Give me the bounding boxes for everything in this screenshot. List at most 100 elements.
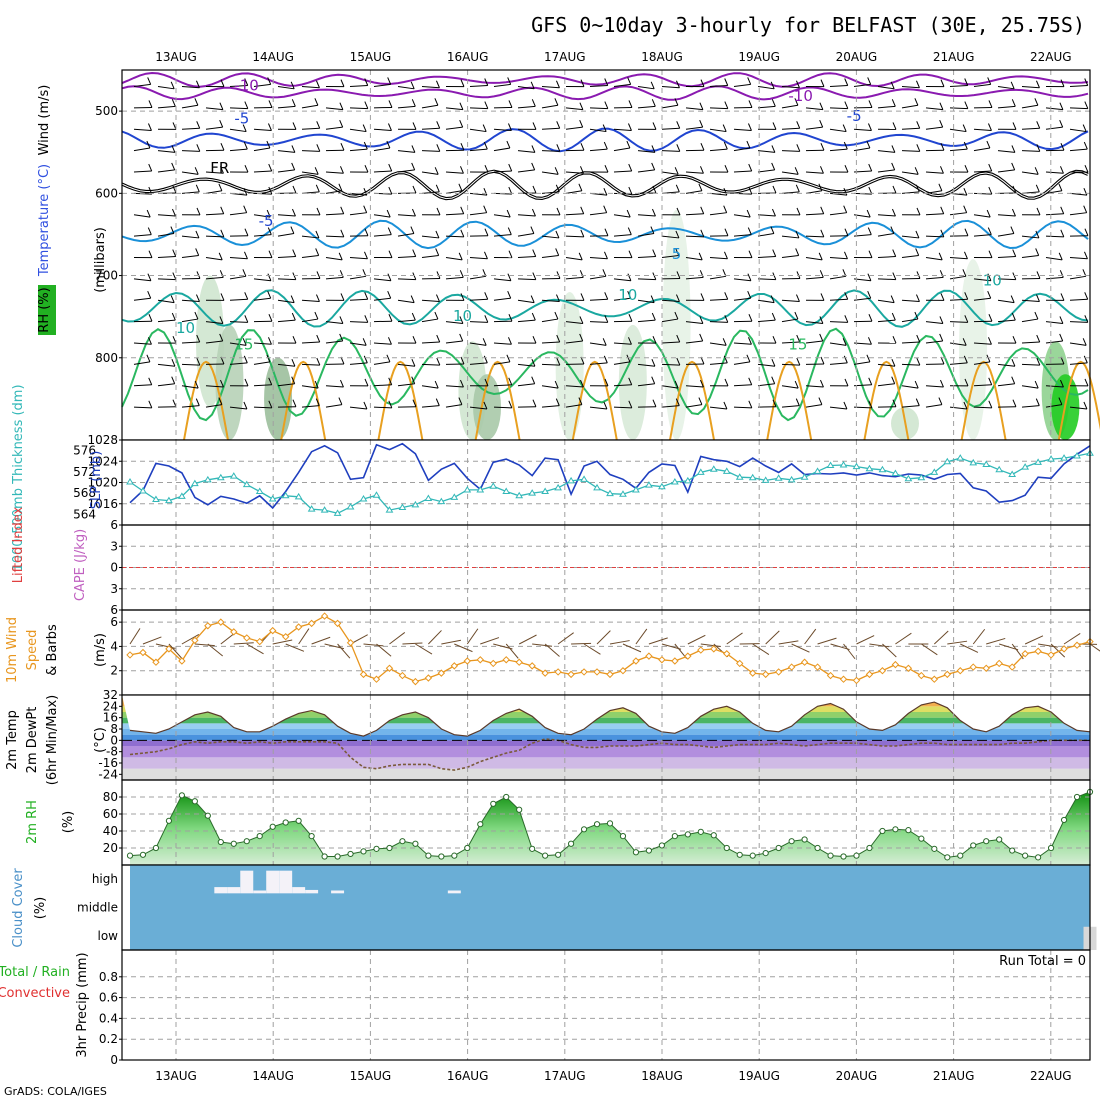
rh2m-point (723, 844, 730, 852)
wind-barb-flag (820, 379, 824, 388)
wind-barb-flag (675, 398, 680, 406)
wind-barb-flag (291, 99, 296, 107)
wind-barb-flag (1036, 80, 1040, 88)
wind-barb (277, 299, 295, 304)
wind-barb (301, 85, 320, 89)
wind-barb-flag (268, 186, 273, 195)
wind-barb-flag (890, 81, 895, 90)
wind-barb-flag (1011, 376, 1016, 384)
wind-barb (685, 190, 702, 194)
wind-barb-flag (218, 252, 223, 261)
wind-barb (997, 319, 1016, 323)
wind-barb-flag (410, 295, 415, 303)
wind-barb-flag (292, 122, 297, 130)
wind-barb (565, 385, 584, 388)
wind-barb (925, 256, 943, 261)
wind-barb (997, 256, 1016, 258)
wind-barb (853, 361, 870, 365)
rh2m-point (178, 792, 185, 799)
wind-barb (133, 147, 150, 152)
wind10m-barb (415, 643, 433, 655)
wind-barb-flag (627, 227, 632, 235)
wind-barb-flag (772, 122, 777, 130)
wind-barb-flag (868, 314, 873, 322)
wind-barb-flag (700, 206, 705, 214)
wind-barb-flag (580, 229, 585, 238)
wind-barb-flag (580, 143, 585, 151)
wind-barb-flag (770, 81, 775, 90)
cloud-units-label: (%) (33, 897, 48, 920)
wind10m-point (1047, 651, 1055, 659)
wind-barb-flag (819, 102, 824, 110)
wind-barb-flag (723, 355, 728, 364)
wind-barb-flag (266, 354, 271, 363)
wind-barb (829, 256, 848, 260)
wind-barb (349, 85, 368, 87)
wind-barb (445, 404, 462, 408)
wind-barb (565, 213, 584, 216)
temp2m-label-a: 2m Temp (5, 710, 20, 770)
date-label-bottom: 15AUG (350, 1069, 392, 1083)
wind-barb (325, 321, 343, 324)
wind10m-barb (830, 643, 850, 651)
wind-barb-flag (315, 184, 320, 193)
wind-barb-flag (867, 291, 872, 299)
wind-barb-flag (290, 295, 295, 303)
wind-barb-flag (388, 400, 393, 409)
wind-barb (157, 299, 175, 304)
wind-barb (637, 278, 656, 281)
wind10m-point (307, 619, 316, 628)
wind-barb-flag (747, 273, 752, 281)
wind-barb (133, 297, 151, 301)
wind-barb-flag (1060, 166, 1064, 174)
wind-barb-flag (411, 312, 416, 321)
wind10m-barb (207, 643, 224, 657)
wind-barb-flag (554, 311, 559, 320)
thickness-point (385, 506, 394, 513)
wind-barb (637, 105, 656, 109)
rh2m-point (983, 838, 990, 845)
wind-barb (469, 342, 487, 346)
wind10m-point (411, 677, 420, 686)
wind-barb (565, 276, 584, 280)
wind-barb (301, 299, 320, 303)
wind-barb-flag (674, 311, 679, 320)
wind10m-point (710, 645, 718, 653)
wind-barb-flag (532, 399, 537, 407)
rh2m-point (438, 853, 445, 860)
wind-barb (949, 362, 968, 365)
thickness-point (320, 506, 329, 513)
top-date-axis: 13AUG 14AUG 15AUG 16AUG 17AUG 18AUG 19AUG 20AUG… (155, 50, 1071, 64)
thickness-point (307, 505, 316, 512)
wind-barb-flag (628, 377, 633, 385)
wind-barb (397, 256, 416, 258)
wind-barb-flag (892, 122, 897, 130)
thickness-point (632, 485, 640, 493)
wind-barb-flag (868, 377, 873, 385)
wind-barb-flag (267, 273, 272, 281)
wind-barb-flag (411, 359, 416, 367)
wind-barb (709, 128, 727, 133)
wind-barb-flag (674, 167, 679, 175)
wind-barb (757, 319, 776, 323)
thickness-point (178, 492, 186, 499)
wind-barb-flag (194, 98, 199, 106)
wind-barb (637, 233, 654, 237)
wind-barb-flag (628, 337, 632, 345)
wind-barb-flag (483, 401, 488, 410)
wind-barb-flag (196, 334, 201, 343)
wind-barb (829, 148, 848, 152)
wind-barb (973, 128, 992, 132)
wind-barb-flag (531, 359, 536, 367)
thickness-point (1021, 463, 1030, 470)
wind-barb-flag (484, 292, 489, 300)
wind-barb (421, 385, 439, 389)
wind-barb (541, 171, 559, 175)
wind-barb-flag (580, 206, 585, 214)
wind-barb-flag (602, 269, 607, 277)
wind-barb-flag (435, 398, 440, 406)
wind-barb-flag (363, 141, 368, 150)
wind-barb-flag (916, 294, 920, 302)
wind-barb (613, 128, 632, 132)
